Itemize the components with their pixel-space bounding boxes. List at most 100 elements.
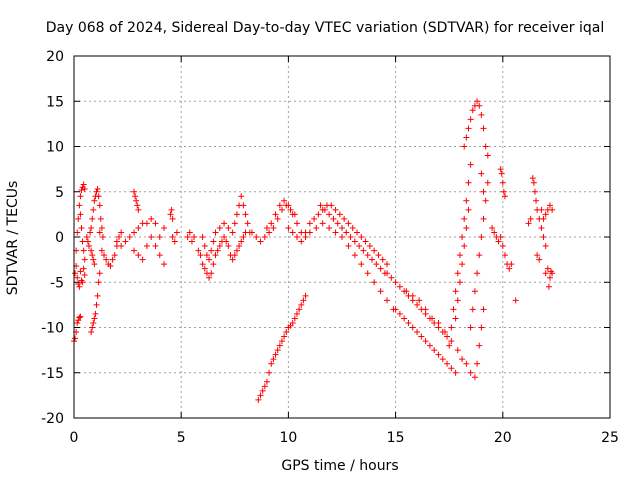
x-axis-label: GPS time / hours <box>281 458 398 474</box>
data-point-marker <box>326 224 333 231</box>
data-point-marker <box>188 238 195 245</box>
data-point-marker <box>79 279 86 286</box>
data-point-marker <box>484 179 491 186</box>
data-point-marker <box>405 319 412 326</box>
data-point-marker <box>75 215 82 222</box>
data-point-marker <box>328 202 335 209</box>
data-point-marker <box>131 188 138 195</box>
x-tick-label: 5 <box>177 430 186 446</box>
data-point-marker <box>212 252 219 259</box>
data-point-marker <box>208 270 215 277</box>
data-point-marker <box>257 392 264 399</box>
data-point-marker <box>214 247 221 254</box>
data-point-marker <box>225 243 232 250</box>
data-point-marker <box>471 374 478 381</box>
data-point-marker <box>448 324 455 331</box>
data-point-marker <box>143 220 150 227</box>
data-point-marker <box>86 243 93 250</box>
data-point-marker <box>90 256 97 263</box>
data-point-marker <box>341 215 348 222</box>
data-point-marker <box>375 252 382 259</box>
data-point-marker <box>354 229 361 236</box>
data-point-marker <box>208 247 215 254</box>
data-point-marker <box>373 261 380 268</box>
data-point-marker <box>139 256 146 263</box>
y-tick-label: -5 <box>50 275 64 291</box>
data-point-marker <box>506 265 513 272</box>
data-point-marker <box>495 238 502 245</box>
data-point-marker <box>498 170 505 177</box>
data-point-marker <box>270 356 277 363</box>
data-point-marker <box>379 256 386 263</box>
data-point-marker <box>135 252 142 259</box>
data-point-marker <box>72 335 79 342</box>
data-point-marker <box>131 229 138 236</box>
data-point-marker <box>77 268 84 275</box>
data-point-marker <box>263 378 270 385</box>
data-point-marker <box>478 234 485 240</box>
data-point-marker <box>118 243 125 250</box>
data-point-marker <box>343 229 350 236</box>
data-point-marker <box>300 297 307 304</box>
data-point-marker <box>96 270 103 277</box>
data-point-marker <box>377 288 384 295</box>
data-point-marker <box>81 272 88 279</box>
data-point-marker <box>349 224 356 231</box>
data-point-marker <box>542 270 549 277</box>
data-point-marker <box>74 274 81 281</box>
data-point-marker <box>278 206 285 213</box>
data-point-marker <box>90 319 97 326</box>
y-tick-label: 20 <box>46 49 64 65</box>
data-point-marker <box>306 229 313 236</box>
data-point-marker <box>89 252 96 259</box>
data-point-marker <box>459 261 466 268</box>
data-point-marker <box>459 234 466 240</box>
chart-title: Day 068 of 2024, Sidereal Day-to-day VTE… <box>46 20 604 36</box>
data-point-marker <box>281 333 288 340</box>
data-point-marker <box>448 338 455 345</box>
data-point-marker <box>461 243 468 250</box>
data-point-marker <box>91 261 98 268</box>
data-point-marker <box>366 243 373 250</box>
data-point-marker <box>298 301 305 308</box>
data-point-marker <box>199 261 206 268</box>
data-point-marker <box>248 229 255 236</box>
data-point-marker <box>497 234 504 240</box>
y-tick-label: 5 <box>55 185 64 201</box>
data-point-marker <box>497 166 504 173</box>
x-tick-labels: 0 5 10 15 20 25 <box>70 430 619 446</box>
data-point-marker <box>339 234 345 240</box>
data-point-marker <box>231 252 238 259</box>
y-axis-label: SDTVAR / TECUs <box>5 181 21 296</box>
data-point-marker <box>76 283 83 290</box>
data-point-marker <box>268 360 275 367</box>
data-point-marker <box>81 186 88 193</box>
data-point-marker <box>454 297 461 304</box>
data-point-marker <box>197 252 204 259</box>
data-point-marker <box>107 262 114 269</box>
data-point-marker <box>257 238 264 245</box>
data-point-marker <box>360 247 367 254</box>
data-point-marker <box>369 256 376 263</box>
data-point-marker <box>414 301 421 308</box>
data-point-marker <box>416 297 423 304</box>
data-point-marker <box>289 319 296 326</box>
data-point-marker <box>76 202 83 209</box>
data-point-marker <box>266 229 273 236</box>
data-point-marker <box>392 306 399 313</box>
data-point-marker <box>233 247 240 254</box>
data-point-marker <box>418 333 425 340</box>
data-point-marker <box>533 197 540 204</box>
data-point-marker <box>358 234 365 240</box>
data-point-marker <box>536 256 543 263</box>
data-point-marker <box>334 220 341 227</box>
data-point-marker <box>210 238 217 245</box>
data-point-marker <box>500 188 507 195</box>
data-point-marker <box>83 234 90 240</box>
data-point-marker <box>530 179 537 186</box>
data-point-marker <box>549 206 556 213</box>
y-tick-label: -20 <box>41 411 64 427</box>
data-point-marker <box>474 98 481 105</box>
data-point-marker <box>480 125 487 132</box>
